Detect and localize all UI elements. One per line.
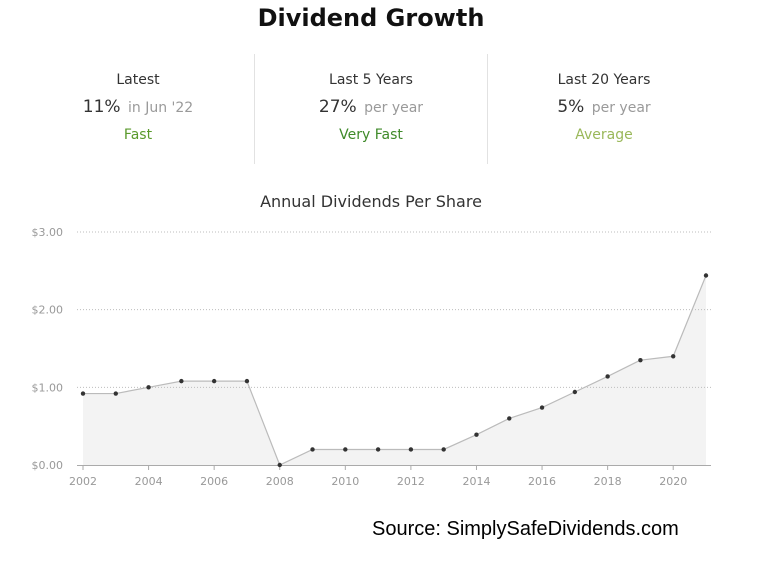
dividend-growth-stats: Latest 11% in Jun '22 Fast Last 5 Years …: [22, 54, 720, 164]
stat-label: Last 5 Years: [329, 72, 413, 88]
x-tick-label: 2008: [266, 475, 294, 488]
data-point: [408, 447, 414, 452]
data-point: [343, 447, 348, 452]
stat-value: 11%: [82, 97, 121, 117]
series-line: [83, 275, 707, 466]
y-tick-label: $3.00: [32, 226, 64, 239]
stat-value: 5%: [557, 97, 585, 117]
data-point: [638, 357, 643, 363]
data-point: [113, 391, 118, 396]
data-point: [179, 378, 184, 384]
data-point: [310, 447, 315, 452]
data-point: [539, 405, 545, 410]
stat-value-line: 5% per year: [488, 97, 720, 117]
x-tick-label: 2014: [462, 475, 490, 488]
stat-label: Latest: [116, 72, 160, 88]
y-tick-label: $2.00: [32, 304, 64, 317]
data-point: [703, 273, 709, 278]
stat-suffix: in Jun '22: [128, 100, 194, 116]
x-tick-label: 2018: [594, 475, 622, 488]
chart-title: Annual Dividends Per Share: [260, 192, 482, 211]
x-tick-label: 2016: [528, 475, 556, 488]
x-tick-label: 2006: [200, 475, 228, 488]
stat-rating: Very Fast: [339, 127, 403, 143]
x-tick-label: 2004: [135, 475, 163, 488]
x-tick-label: 2012: [397, 475, 425, 488]
stat-value: 27%: [318, 97, 357, 117]
stat-suffix: per year: [364, 100, 424, 116]
stat-suffix: per year: [591, 100, 651, 116]
data-point: [146, 385, 151, 390]
stat-value-line: 11% in Jun '22: [22, 97, 254, 117]
data-point: [211, 378, 217, 384]
x-tick-label: 2020: [659, 475, 687, 488]
page-title: Dividend Growth: [257, 4, 485, 32]
area-fill: [83, 275, 706, 465]
x-tick-label: 2010: [331, 475, 359, 488]
stat-rating: Fast: [123, 127, 153, 143]
data-point: [605, 374, 610, 379]
x-tick-label: 2002: [69, 475, 97, 488]
stat-label: Last 20 Years: [557, 72, 651, 88]
source-credit: Source: SimplySafeDividends.com: [372, 518, 679, 540]
data-point: [572, 389, 578, 395]
stat-latest: Latest 11% in Jun '22 Fast: [22, 54, 254, 164]
data-point: [244, 378, 250, 384]
data-point: [277, 462, 282, 468]
stat-last-5-years: Last 5 Years 27% per year Very Fast: [254, 54, 487, 164]
data-point: [671, 354, 676, 359]
data-point: [507, 416, 512, 421]
y-tick-label: $0.00: [32, 459, 64, 472]
data-point: [474, 432, 479, 437]
data-point: [375, 447, 381, 452]
stat-value-line: 27% per year: [255, 97, 487, 117]
data-point: [441, 447, 446, 452]
y-tick-label: $1.00: [32, 381, 64, 394]
stat-last-20-years: Last 20 Years 5% per year Average: [487, 54, 720, 164]
stat-rating: Average: [575, 127, 633, 143]
data-point: [80, 391, 86, 396]
